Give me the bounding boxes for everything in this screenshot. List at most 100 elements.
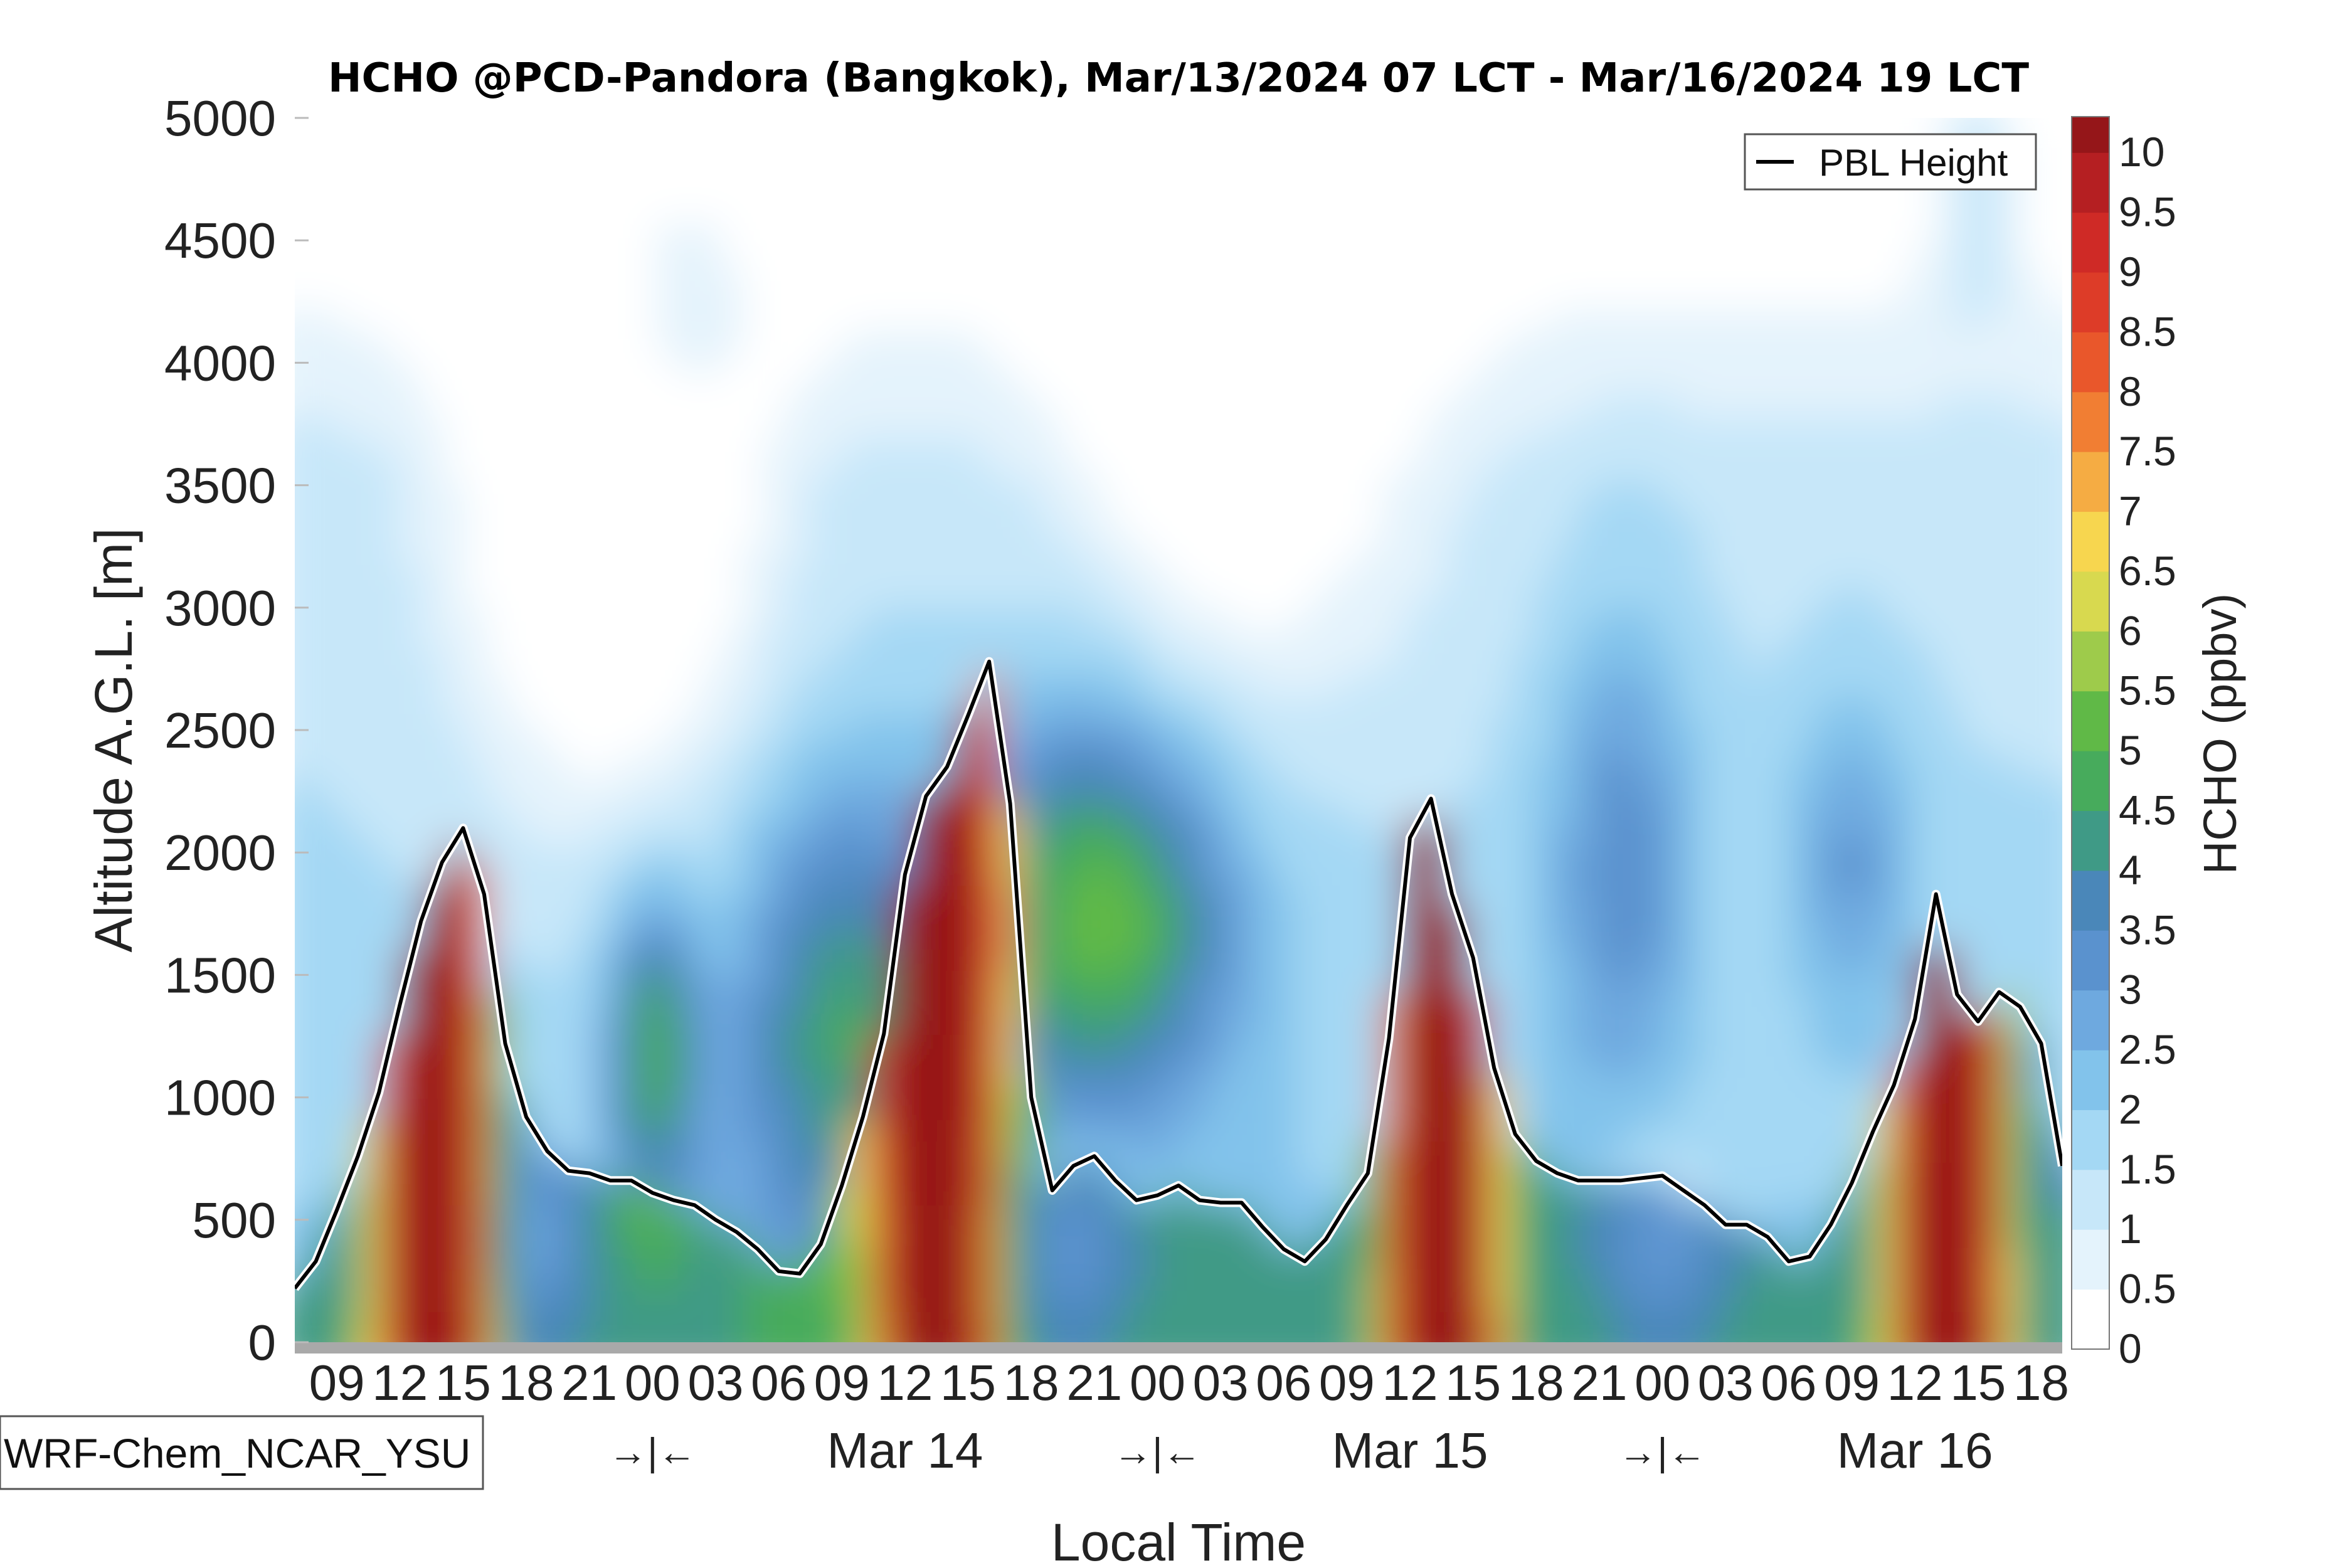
contour-cell — [551, 1227, 573, 1249]
contour-cell — [1233, 374, 1255, 396]
contour-cell — [1958, 267, 1980, 289]
contour-cell — [1596, 992, 1618, 1014]
contour-cell — [1297, 459, 1319, 481]
contour-cell — [401, 416, 423, 438]
contour-cell — [1574, 416, 1596, 438]
contour-cell — [1276, 715, 1298, 737]
contour-cell — [657, 886, 679, 908]
contour-cell — [679, 843, 701, 865]
contour-cell — [1660, 395, 1682, 417]
contour-cell — [977, 1014, 999, 1036]
contour-cell — [1190, 289, 1212, 310]
contour-cell — [1638, 928, 1660, 950]
contour-cell — [487, 352, 509, 374]
contour-cell — [935, 694, 956, 716]
contour-cell — [615, 864, 637, 886]
contour-cell — [401, 289, 423, 310]
contour-cell — [1340, 1248, 1362, 1270]
contour-cell — [657, 203, 679, 225]
contour-cell — [2022, 1291, 2044, 1313]
contour-cell — [721, 907, 743, 929]
contour-cell — [1532, 1184, 1554, 1206]
contour-cell — [593, 566, 615, 588]
contour-cell — [1489, 1014, 1511, 1036]
contour-cell — [1254, 950, 1276, 972]
contour-cell — [1404, 267, 1426, 289]
contour-cell — [657, 544, 679, 566]
contour-cell — [828, 438, 850, 460]
contour-cell — [615, 672, 637, 694]
contour-cell — [764, 267, 786, 289]
contour-cell — [1915, 758, 1937, 780]
contour-cell — [1404, 1120, 1426, 1142]
contour-cell — [1084, 843, 1106, 865]
contour-cell — [1745, 1291, 1767, 1313]
contour-cell — [316, 139, 338, 161]
contour-cell — [1894, 1163, 1916, 1185]
contour-cell — [1340, 502, 1362, 524]
contour-cell — [1553, 289, 1575, 310]
contour-cell — [743, 267, 765, 289]
contour-cell — [1361, 1184, 1383, 1206]
contour-cell — [1340, 886, 1362, 908]
contour-cell — [1468, 289, 1490, 310]
contour-cell — [679, 864, 701, 886]
contour-cell — [1788, 843, 1809, 865]
contour-cell — [636, 1312, 658, 1334]
contour-cell — [1361, 225, 1383, 246]
contour-cell — [1148, 246, 1170, 268]
contour-cell — [401, 374, 423, 396]
contour-cell — [1915, 1248, 1937, 1270]
contour-cell — [1446, 992, 1468, 1014]
contour-cell — [1084, 310, 1106, 332]
contour-cell — [423, 1099, 445, 1121]
contour-cell — [892, 182, 914, 204]
contour-cell — [1830, 480, 1852, 502]
contour-cell — [913, 310, 935, 332]
contour-cell — [1254, 630, 1276, 652]
contour-cell — [1169, 1205, 1191, 1227]
contour-cell — [1873, 203, 1895, 225]
contour-cell — [657, 395, 679, 417]
contour-cell — [935, 502, 956, 524]
contour-cell — [1126, 139, 1148, 161]
contour-cell — [1830, 1269, 1852, 1291]
contour-cell — [444, 246, 466, 268]
contour-cell — [1830, 438, 1852, 460]
contour-cell — [1148, 566, 1170, 588]
contour-cell — [807, 416, 829, 438]
contour-cell — [1020, 395, 1042, 417]
contour-cell — [892, 502, 914, 524]
contour-cell — [1276, 139, 1298, 161]
contour-cell — [1788, 758, 1809, 780]
contour-cell — [1062, 566, 1084, 588]
contour-cell — [1276, 502, 1298, 524]
contour-cell — [1788, 395, 1809, 417]
contour-cell — [1510, 800, 1532, 822]
contour-cell — [380, 715, 402, 737]
contour-cell — [1937, 1291, 1959, 1313]
contour-cell — [1532, 715, 1554, 737]
contour-cell — [1148, 800, 1170, 822]
contour-cell — [1404, 1269, 1426, 1291]
contour-cell — [828, 352, 850, 374]
contour-cell — [1745, 374, 1767, 396]
contour-cell — [337, 1078, 359, 1099]
contour-cell — [1105, 1014, 1127, 1036]
contour-cell — [871, 395, 893, 417]
contour-cell — [551, 1056, 573, 1078]
contour-cell — [295, 1014, 317, 1036]
contour-cell — [1169, 1014, 1191, 1036]
contour-cell — [1468, 395, 1490, 417]
contour-cell — [1212, 310, 1234, 332]
contour-cell — [807, 1035, 829, 1057]
contour-cell — [1382, 267, 1404, 289]
contour-cell — [1830, 800, 1852, 822]
contour-cell — [1404, 139, 1426, 161]
contour-cell — [1702, 886, 1724, 908]
contour-cell — [1724, 694, 1745, 716]
contour-cell — [1724, 886, 1745, 908]
contour-cell — [1660, 566, 1682, 588]
contour-cell — [1425, 907, 1447, 929]
contour-cell — [1958, 843, 1980, 865]
